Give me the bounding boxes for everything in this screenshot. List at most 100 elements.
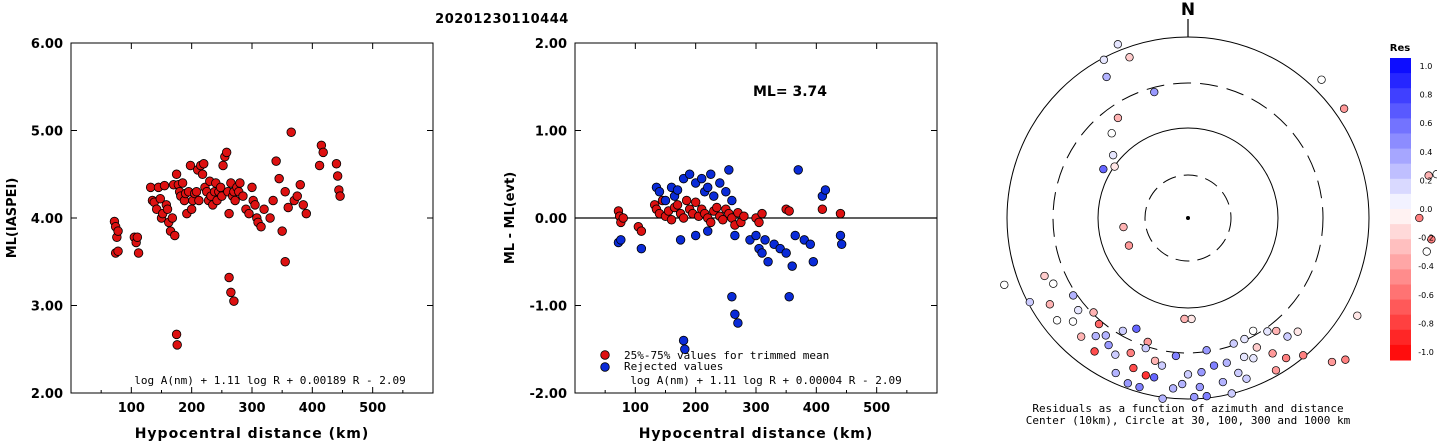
residual-point — [1135, 382, 1144, 392]
station-point — [171, 329, 182, 340]
station-point — [298, 200, 308, 210]
residual-point — [1090, 347, 1099, 356]
residual-point — [1339, 104, 1349, 113]
colorbar-band — [1390, 193, 1411, 210]
rejected-point — [680, 344, 690, 354]
circle-300km — [1052, 82, 1324, 354]
colorbar-tick-label: 0.2 — [1420, 176, 1433, 185]
trimmed-point — [678, 213, 689, 223]
residual-point — [1171, 351, 1181, 361]
rejected-point — [820, 185, 831, 195]
magnitude-vs-distance-chart: 2.00 3.00 4.00 5.00 6.00 100 200 300 400 500 log… — [5, 37, 434, 441]
station-point — [280, 257, 290, 267]
station-point — [314, 160, 325, 171]
rejected-point — [660, 195, 671, 206]
rejected-point — [684, 169, 695, 179]
residual-point — [1068, 317, 1078, 326]
rejected-point — [697, 173, 707, 184]
residual-point — [1074, 305, 1083, 315]
trimmed-point — [618, 213, 628, 223]
x-tick-label: 400 — [299, 401, 326, 416]
residual-point — [1157, 361, 1167, 370]
trimmed-point — [817, 204, 828, 214]
colorbar-band — [1390, 58, 1411, 74]
residual-point — [1317, 75, 1326, 84]
station-point — [191, 187, 202, 197]
y-tick-label: -1.00 — [530, 300, 567, 315]
residual-point — [1099, 164, 1108, 174]
y-axis-title: ML - ML(evt) — [503, 172, 518, 264]
x-axis-ticks: 100 200 300 400 500 — [100, 43, 404, 416]
station-point — [162, 204, 173, 214]
residual-point — [1126, 348, 1135, 358]
colorbar-title: Res — [1390, 43, 1410, 54]
y-tick-label: 2.00 — [31, 387, 63, 402]
residual-point — [1299, 351, 1308, 360]
residual-point — [1150, 87, 1159, 97]
residual-point — [1111, 368, 1120, 378]
station-point — [301, 208, 312, 219]
station-point — [256, 222, 266, 232]
colorbar-band — [1390, 344, 1411, 361]
residual-point — [1424, 171, 1433, 180]
trimmed-point — [681, 195, 692, 206]
residual-point — [1293, 327, 1302, 336]
residual-point — [1168, 384, 1178, 393]
caption-line-1: Residuals as a function of azimuth and d… — [1032, 402, 1343, 415]
station-point — [331, 159, 342, 169]
rejected-point — [730, 230, 740, 241]
legend-red-marker — [600, 350, 610, 360]
trimmed-point — [754, 217, 764, 228]
residual-point — [1183, 370, 1193, 379]
residual-point — [1202, 346, 1211, 355]
rejected-point — [733, 318, 743, 328]
rejected-point — [836, 239, 847, 249]
station-point — [186, 204, 197, 214]
residual-point — [1197, 368, 1206, 377]
station-point — [295, 180, 305, 190]
x-tick-label: 200 — [682, 401, 709, 416]
residual-point — [1040, 271, 1049, 281]
trimmed-point — [784, 206, 794, 216]
residual-point — [1218, 377, 1228, 387]
station-point — [224, 272, 234, 283]
residual-point — [1327, 357, 1337, 367]
residual-point — [1110, 162, 1119, 171]
residual-point — [1240, 334, 1249, 344]
y-tick-label: 5.00 — [31, 125, 63, 140]
legend-trimmed-label: 25%-75% values for trimmed mean — [624, 349, 829, 362]
residual-point — [1049, 279, 1058, 288]
residual-point — [1150, 356, 1160, 366]
rejected-point — [805, 239, 816, 249]
station-point — [194, 195, 204, 206]
station-point — [113, 226, 123, 236]
station-point — [277, 226, 287, 236]
residual-point — [1281, 353, 1291, 363]
residual-point — [1252, 343, 1261, 352]
station-point — [292, 191, 302, 201]
colorbar-tick-label: 1.0 — [1420, 62, 1433, 71]
residual-point — [1190, 392, 1199, 402]
residual-point — [1271, 366, 1281, 375]
formula-label: log A(nm) + 1.11 log R + 0.00189 R - 2.0… — [134, 374, 406, 387]
residual-point — [1119, 222, 1128, 232]
x-axis-title: Hypocentral distance (km) — [135, 426, 370, 441]
residual-point — [1158, 394, 1167, 403]
rejected-point — [727, 292, 737, 302]
colorbar-tick-label: -0.2 — [1418, 234, 1434, 243]
circle-100km — [1097, 127, 1279, 309]
station-point — [159, 180, 170, 191]
colorbar-band — [1390, 73, 1411, 89]
residual-point — [1234, 368, 1243, 378]
north-label: N — [1181, 0, 1195, 20]
residual-point — [1091, 331, 1100, 341]
residual-point — [1341, 355, 1350, 364]
x-tick-label: 300 — [742, 401, 769, 416]
trimmed-point — [672, 200, 683, 210]
colorbar-band — [1390, 314, 1411, 331]
rejected-point — [724, 165, 734, 175]
station-point — [229, 296, 239, 306]
colorbar-band — [1390, 178, 1411, 195]
station-point — [133, 248, 144, 258]
station-point — [221, 147, 232, 158]
